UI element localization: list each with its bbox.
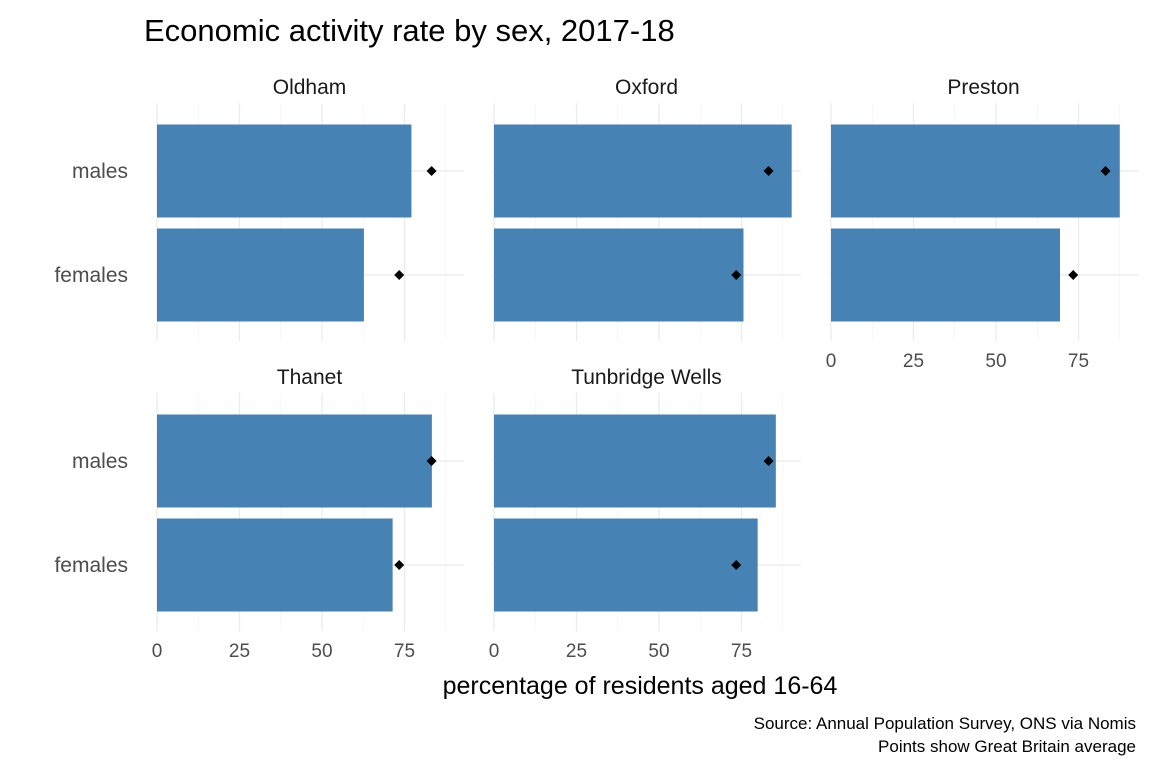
panel-oxford: Oxford [492,76,801,341]
panel-tunbridge-wells-gb-average-point-females [731,560,742,570]
x-axis-label: percentage of residents aged 16-64 [443,672,838,700]
panel-thanet: Thanet males females 0 25 50 75 [54,366,464,662]
panel-preston-gb-average-point-females [1068,270,1079,280]
panel-oldham-y-tick-males: males [72,160,128,183]
panel-preston-bar-males [831,124,1120,218]
panel-tunbridge-wells-x-tick-75: 75 [731,641,752,662]
panel-tunbridge-wells-bar-males [494,414,776,508]
panel-preston-x-tick-25: 25 [903,351,924,372]
panel-thanet-strip-label: Thanet [277,366,343,389]
panel-preston-x-tick-0: 0 [826,351,837,372]
panel-oldham-bar-males [157,124,412,218]
panel-oldham-gb-average-point-males [426,166,437,176]
panel-tunbridge-wells-strip-label: Tunbridge Wells [571,366,722,389]
caption-note: Points show Great Britain average [878,737,1136,756]
panel-thanet-y-tick-females: females [54,554,128,577]
panel-thanet-x-tick-0: 0 [152,641,163,662]
panel-tunbridge-wells-gb-average-point-males [763,456,774,466]
panel-oldham: Oldham males females [54,76,464,341]
panel-preston-x-tick-75: 75 [1068,351,1089,372]
panel-thanet-gb-average-point-males [426,456,437,466]
panel-thanet-bar-females [157,518,393,612]
panel-thanet-x-tick-50: 50 [311,641,332,662]
panel-tunbridge-wells: Tunbridge Wells 0 25 50 75 [489,366,801,662]
panel-thanet-x-tick-75: 75 [394,641,415,662]
panel-preston-bar-females [831,228,1061,322]
panel-tunbridge-wells-x-tick-50: 50 [648,641,669,662]
panel-oldham-y-tick-females: females [54,264,128,287]
panel-oxford-gb-average-point-females [731,270,742,280]
panel-oldham-strip-label: Oldham [273,76,347,99]
panel-oxford-gb-average-point-males [763,166,774,176]
panel-preston-gb-average-point-males [1100,166,1111,176]
panel-preston-strip-label: Preston [947,76,1019,99]
panel-preston-x-tick-50: 50 [985,351,1006,372]
panel-oldham-gb-average-point-females [394,270,405,280]
panel-thanet-bar-males [157,414,432,508]
caption-source: Source: Annual Population Survey, ONS vi… [754,714,1136,733]
panel-preston: Preston 0 25 50 75 [826,76,1138,372]
panel-tunbridge-wells-bar-females [494,518,758,612]
panel-thanet-x-tick-25: 25 [229,641,250,662]
panel-thanet-gb-average-point-females [394,560,405,570]
panel-oxford-bar-females [494,228,744,322]
panel-oxford-strip-label: Oxford [615,76,678,99]
chart-title: Economic activity rate by sex, 2017-18 [144,13,675,48]
panel-oxford-bar-males [494,124,792,218]
panel-oldham-bar-females [157,228,364,322]
panel-tunbridge-wells-x-tick-0: 0 [489,641,500,662]
panel-tunbridge-wells-x-tick-25: 25 [566,641,587,662]
panel-thanet-y-tick-males: males [72,450,128,473]
